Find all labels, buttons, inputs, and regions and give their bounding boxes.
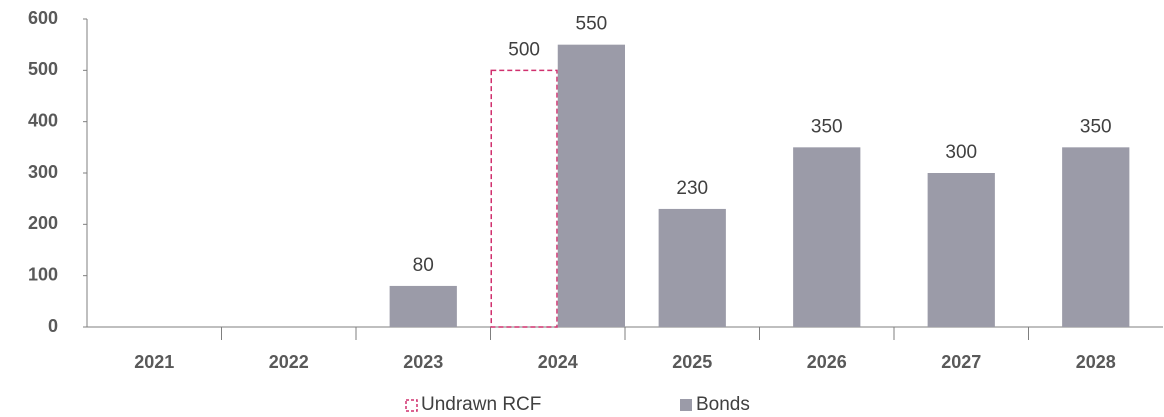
y-tick-label: 300 xyxy=(28,162,58,182)
data-label: 230 xyxy=(676,178,708,199)
bar xyxy=(389,285,457,327)
data-label: 300 xyxy=(945,142,977,163)
x-tick-label: 2026 xyxy=(807,352,847,372)
x-tick-label: 2022 xyxy=(269,352,309,372)
data-label: 350 xyxy=(811,116,843,137)
legend-swatch xyxy=(680,399,692,411)
y-tick-label: 400 xyxy=(28,110,58,130)
y-tick-label: 500 xyxy=(28,59,58,79)
x-tick-label: 2021 xyxy=(134,352,174,372)
x-tick-label: 2023 xyxy=(403,352,443,372)
x-tick-label: 2024 xyxy=(538,352,578,372)
legend-swatch xyxy=(405,399,418,412)
bar xyxy=(927,173,995,327)
x-tick-label: 2027 xyxy=(941,352,981,372)
legend-label: Bonds xyxy=(696,394,750,415)
data-label: 80 xyxy=(413,255,434,276)
bar xyxy=(490,69,558,328)
bar xyxy=(557,44,625,328)
data-label: 550 xyxy=(576,14,608,35)
bar xyxy=(793,147,861,327)
bar xyxy=(658,208,726,327)
y-tick-label: 200 xyxy=(28,213,58,233)
data-label: 350 xyxy=(1080,116,1112,137)
y-tick-label: 100 xyxy=(28,264,58,284)
bar xyxy=(1062,147,1130,327)
x-tick-label: 2025 xyxy=(672,352,712,372)
legend-label: Undrawn RCF xyxy=(421,394,541,415)
x-tick-label: 2028 xyxy=(1076,352,1116,372)
data-label: 500 xyxy=(508,39,540,60)
y-tick-label: 0 xyxy=(48,316,58,336)
y-tick-label: 600 xyxy=(28,8,58,28)
